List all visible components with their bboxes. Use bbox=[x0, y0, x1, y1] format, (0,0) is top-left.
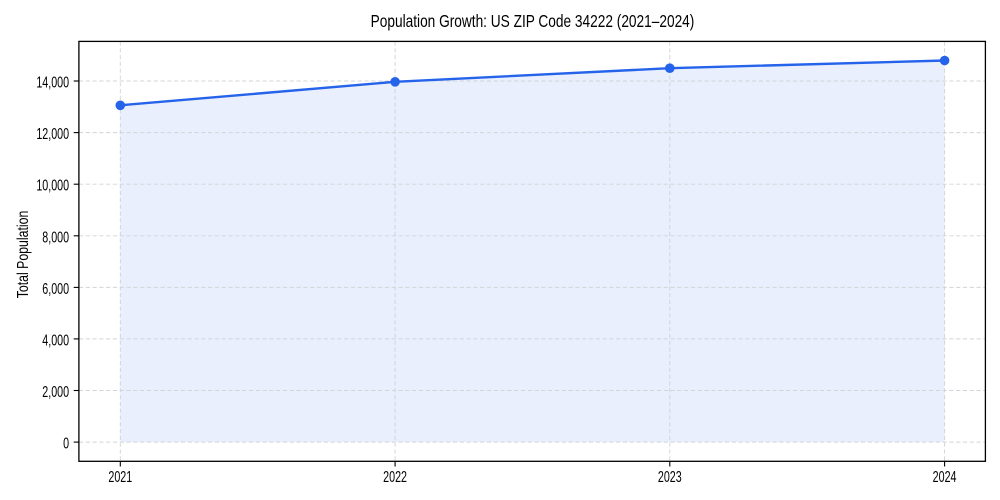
svg-text:Population Growth: US ZIP Code: Population Growth: US ZIP Code 34222 (20… bbox=[371, 13, 695, 32]
svg-text:14,000: 14,000 bbox=[36, 73, 69, 91]
svg-text:Total Population: Total Population bbox=[15, 211, 33, 299]
svg-text:2024: 2024 bbox=[933, 468, 957, 486]
svg-text:2023: 2023 bbox=[658, 468, 682, 486]
svg-text:2022: 2022 bbox=[383, 468, 407, 486]
svg-text:2021: 2021 bbox=[108, 468, 132, 486]
svg-text:2,000: 2,000 bbox=[42, 383, 69, 401]
svg-text:4,000: 4,000 bbox=[42, 331, 69, 349]
svg-text:6,000: 6,000 bbox=[42, 280, 69, 298]
svg-text:8,000: 8,000 bbox=[42, 228, 69, 246]
svg-text:0: 0 bbox=[63, 435, 69, 453]
svg-text:10,000: 10,000 bbox=[36, 177, 69, 195]
svg-text:12,000: 12,000 bbox=[36, 125, 69, 143]
